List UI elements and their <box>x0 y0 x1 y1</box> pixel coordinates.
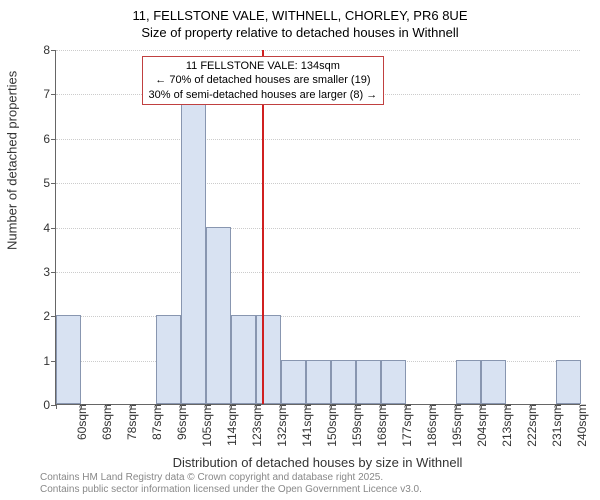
x-axis-label: Distribution of detached houses by size … <box>55 455 580 470</box>
histogram-bar <box>281 360 306 404</box>
gridline <box>56 183 580 184</box>
histogram-bar <box>356 360 381 404</box>
x-tick-label: 60sqm <box>69 404 89 440</box>
x-tick-mark <box>356 404 357 409</box>
x-tick-label: 96sqm <box>169 404 189 440</box>
x-tick-label: 105sqm <box>194 404 214 447</box>
gridline <box>56 272 580 273</box>
x-tick-mark <box>81 404 82 409</box>
x-tick-label: 123sqm <box>244 404 264 447</box>
x-tick-mark <box>106 404 107 409</box>
histogram-bar <box>306 360 331 404</box>
gridline <box>56 228 580 229</box>
gridline <box>56 50 580 51</box>
histogram-bar <box>56 315 81 404</box>
x-tick-label: 213sqm <box>494 404 514 447</box>
histogram-bar <box>556 360 581 404</box>
histogram-bar <box>481 360 506 404</box>
x-tick-mark <box>431 404 432 409</box>
x-tick-mark <box>231 404 232 409</box>
y-tick-mark <box>51 183 56 184</box>
x-tick-mark <box>306 404 307 409</box>
x-tick-label: 222sqm <box>519 404 539 447</box>
footer-attribution: Contains HM Land Registry data © Crown c… <box>40 472 422 496</box>
histogram-bar <box>456 360 481 404</box>
x-tick-label: 114sqm <box>219 404 239 446</box>
x-tick-label: 240sqm <box>569 404 589 447</box>
footer-line-1: Contains HM Land Registry data © Crown c… <box>40 472 422 484</box>
x-tick-mark <box>406 404 407 409</box>
x-tick-label: 69sqm <box>94 404 114 440</box>
x-tick-label: 231sqm <box>544 404 564 447</box>
y-tick-mark <box>51 272 56 273</box>
x-tick-label: 168sqm <box>369 404 389 447</box>
x-tick-label: 204sqm <box>469 404 489 447</box>
x-tick-mark <box>156 404 157 409</box>
x-tick-mark <box>506 404 507 409</box>
annotation-line-3: 30% of semi-detached houses are larger (… <box>149 88 378 102</box>
x-tick-mark <box>56 404 57 409</box>
x-tick-mark <box>456 404 457 409</box>
y-tick-mark <box>51 50 56 51</box>
histogram-bar <box>156 315 181 404</box>
y-tick-mark <box>51 228 56 229</box>
footer-line-2: Contains public sector information licen… <box>40 484 422 496</box>
histogram-bar <box>206 227 231 405</box>
x-tick-mark <box>331 404 332 409</box>
histogram-bar <box>331 360 356 404</box>
x-tick-mark <box>256 404 257 409</box>
x-tick-mark <box>556 404 557 409</box>
x-tick-mark <box>531 404 532 409</box>
gridline <box>56 316 580 317</box>
x-tick-mark <box>206 404 207 409</box>
histogram-bar <box>256 315 281 404</box>
histogram-bar <box>231 315 256 404</box>
x-tick-label: 159sqm <box>344 404 364 447</box>
x-tick-label: 132sqm <box>269 404 289 447</box>
x-tick-label: 87sqm <box>144 404 164 440</box>
x-tick-label: 195sqm <box>444 404 464 447</box>
y-axis-label: Number of detached properties <box>5 71 20 250</box>
x-tick-label: 177sqm <box>394 404 414 447</box>
x-tick-label: 150sqm <box>319 404 339 447</box>
y-tick-mark <box>51 94 56 95</box>
histogram-bar <box>381 360 406 404</box>
x-tick-mark <box>181 404 182 409</box>
gridline <box>56 139 580 140</box>
x-tick-label: 186sqm <box>419 404 439 447</box>
annotation-line-2: ← 70% of detached houses are smaller (19… <box>149 73 378 87</box>
annotation-box: 11 FELLSTONE VALE: 134sqm← 70% of detach… <box>142 56 385 105</box>
x-tick-mark <box>281 404 282 409</box>
annotation-line-1: 11 FELLSTONE VALE: 134sqm <box>149 59 378 73</box>
histogram-bar <box>181 93 206 404</box>
plot-area: 01234567860sqm69sqm78sqm87sqm96sqm105sqm… <box>55 50 580 405</box>
x-tick-mark <box>481 404 482 409</box>
x-tick-label: 78sqm <box>119 404 139 440</box>
chart-container: 11, FELLSTONE VALE, WITHNELL, CHORLEY, P… <box>0 0 600 500</box>
title-line-1: 11, FELLSTONE VALE, WITHNELL, CHORLEY, P… <box>0 8 600 25</box>
x-tick-mark <box>381 404 382 409</box>
y-tick-mark <box>51 139 56 140</box>
x-tick-mark <box>131 404 132 409</box>
x-tick-label: 141sqm <box>294 404 314 447</box>
title-line-2: Size of property relative to detached ho… <box>0 25 600 42</box>
chart-title: 11, FELLSTONE VALE, WITHNELL, CHORLEY, P… <box>0 0 600 42</box>
